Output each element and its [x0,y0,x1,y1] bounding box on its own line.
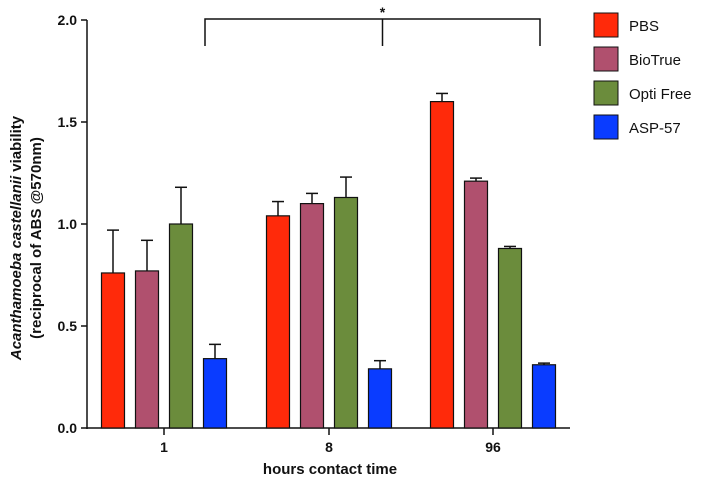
bar-pbs-1 [100,272,126,429]
bar-asp-57-8 [367,368,393,429]
bracket-line [204,18,541,46]
y-axis-title-italic: Acanthamoeba castellanii [8,175,25,361]
bar-asp-57-96 [531,364,557,429]
legend-swatch-biotrue [593,46,619,72]
bar-biotrue-1 [134,270,160,429]
y-tick-label: 0.0 [58,420,78,436]
y-tick-label: 1.5 [58,114,78,130]
x-axis: 1 8 96 [87,427,570,455]
bars [100,92,557,429]
y-axis-title-line2: (reciprocal of ABS @570nm) [28,137,45,339]
significance-bracket: * [204,4,541,46]
legend-label-biotrue: BioTrue [629,52,681,69]
x-tick-label: 1 [160,439,168,455]
y-axis: 0.0 0.5 1.0 1.5 2.0 [58,12,88,436]
x-tick-label: 96 [485,439,501,455]
bar-opti-free-96 [497,247,523,429]
bar-opti-free-8 [333,196,359,429]
legend-label-asp-57: ASP-57 [629,120,681,137]
bar-pbs-96 [429,100,455,429]
x-tick-label: 8 [325,439,333,455]
legend: PBS BioTrue Opti Free ASP-57 [593,12,692,140]
bar-biotrue-8 [299,203,325,429]
legend-label-pbs: PBS [629,18,659,35]
legend-label-opti-free: Opti Free [629,86,692,103]
x-axis-title: hours contact time [263,461,397,478]
legend-swatch-pbs [593,12,619,38]
bar-asp-57-1 [202,358,228,429]
bar-opti-free-1 [168,223,194,429]
bar-biotrue-96 [463,180,489,429]
legend-swatch-opti-free [593,80,619,106]
y-tick-label: 1.0 [58,216,78,232]
y-axis-title-line1: Acanthamoeba castellanii viability [8,115,25,361]
bar-pbs-8 [265,215,291,429]
y-tick-label: 2.0 [58,12,78,28]
y-axis-title-rest: viability [8,115,25,176]
y-tick-label: 0.5 [58,318,78,334]
significance-asterisk: * [380,4,386,20]
legend-swatch-asp-57 [593,114,619,140]
